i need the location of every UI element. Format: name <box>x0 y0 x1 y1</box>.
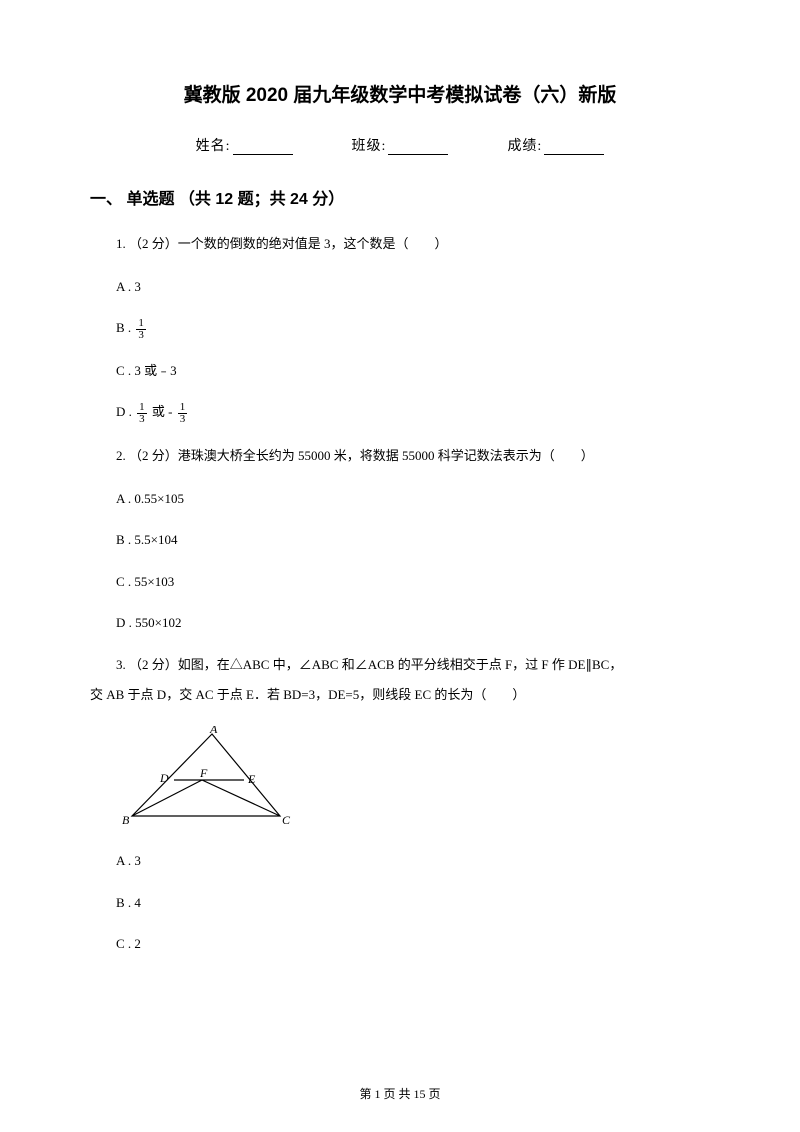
q1-option-c: C . 3 或﹣3 <box>116 359 710 382</box>
section-1-header: 一、 单选题 （共 12 题；共 24 分） <box>90 185 710 209</box>
name-label: 姓名: <box>196 139 231 154</box>
page-footer: 第 1 页 共 15 页 <box>0 1085 800 1102</box>
name-blank <box>233 141 293 155</box>
class-label: 班级: <box>352 139 387 154</box>
label-E: E <box>247 772 256 786</box>
score-label: 成绩: <box>507 139 542 154</box>
frac-num: 1 <box>178 402 188 414</box>
fraction-icon: 13 <box>137 402 147 425</box>
q3-stem-line2: 交 AB 于点 D，交 AC 于点 E．若 BD=3，DE=5，则线段 EC 的… <box>90 682 710 708</box>
score-blank <box>544 141 604 155</box>
q3-stem-line1: 3. （2 分）如图，在△ABC 中，∠ABC 和∠ACB 的平分线相交于点 F… <box>90 652 710 678</box>
q2-option-b: B . 5.5×104 <box>116 528 710 551</box>
q2-option-a: A . 0.55×105 <box>116 487 710 510</box>
q3-figure: A B C D E F <box>122 726 710 831</box>
label-C: C <box>282 813 291 826</box>
q1-option-b: B . 13 <box>116 316 710 341</box>
frac-den: 3 <box>136 330 146 341</box>
q1-optA-text: 3 <box>134 279 141 294</box>
q1-optD-mid: 或 - <box>149 404 176 419</box>
class-blank <box>388 141 448 155</box>
q1-optC-prefix: C . <box>116 363 134 378</box>
student-info-line: 姓名: 班级: 成绩: <box>90 135 710 155</box>
frac-num: 1 <box>137 402 147 414</box>
q1-optC-text: 3 或﹣3 <box>134 363 176 378</box>
label-A: A <box>209 726 218 736</box>
label-D: D <box>159 771 169 785</box>
q1-optD-prefix: D . <box>116 404 135 419</box>
triangle-diagram-icon: A B C D E F <box>122 726 297 826</box>
q1-stem: 1. （2 分）一个数的倒数的绝对值是 3，这个数是（ ） <box>90 231 710 257</box>
q1-option-a: A . 3 <box>116 275 710 298</box>
q1-option-d: D . 13 或 - 13 <box>116 400 710 425</box>
q1-optA-prefix: A . <box>116 279 134 294</box>
label-F: F <box>199 766 208 780</box>
q3-option-a: A . 3 <box>116 849 710 872</box>
q2-option-c: C . 55×103 <box>116 570 710 593</box>
page-title: 冀教版 2020 届九年级数学中考模拟试卷（六）新版 <box>90 80 710 107</box>
frac-den: 3 <box>178 414 188 425</box>
fraction-icon: 13 <box>136 318 146 341</box>
q2-stem: 2. （2 分）港珠澳大桥全长约为 55000 米，将数据 55000 科学记数… <box>90 443 710 469</box>
footer-suffix: 页 <box>426 1087 441 1101</box>
q3-option-c: C . 2 <box>116 932 710 955</box>
q1-optB-prefix: B . <box>116 320 134 335</box>
label-B: B <box>122 813 130 826</box>
q2-option-d: D . 550×102 <box>116 611 710 634</box>
footer-prefix: 第 <box>359 1087 374 1101</box>
footer-total: 15 <box>414 1087 426 1101</box>
fraction-icon: 13 <box>178 402 188 425</box>
frac-den: 3 <box>137 414 147 425</box>
footer-mid: 页 共 <box>380 1087 413 1101</box>
q3-option-b: B . 4 <box>116 891 710 914</box>
